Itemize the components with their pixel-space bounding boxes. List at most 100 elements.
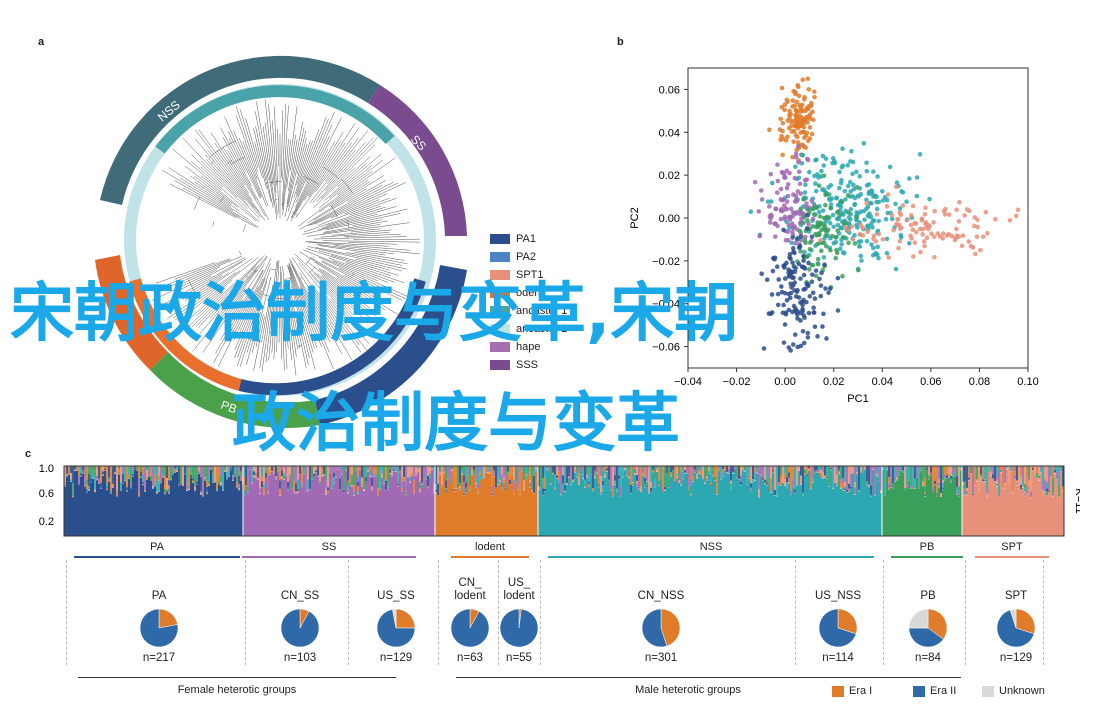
admix-bar (688, 466, 690, 482)
scatter-point (864, 168, 870, 174)
admix-bar (688, 481, 690, 486)
admix-bar (578, 473, 580, 478)
scatter-point (857, 244, 863, 249)
admix-bar (616, 487, 618, 490)
admix-bar (814, 470, 816, 473)
admix-bar (922, 486, 924, 536)
scatter-point (756, 209, 762, 214)
admix-bar (481, 466, 483, 475)
admix-bar (190, 477, 192, 536)
admix-bar (497, 480, 499, 485)
admix-bar (636, 486, 638, 536)
admix-bar (401, 466, 403, 477)
scatter-point (887, 164, 893, 170)
admix-bar (842, 466, 844, 479)
scatter-point (798, 237, 804, 243)
pie-sample-count: n=63 (457, 652, 483, 664)
admix-bar (200, 466, 202, 478)
admix-bar (162, 476, 164, 478)
admix-bar (160, 482, 162, 484)
admix-bar (548, 470, 550, 471)
admix-bar (210, 466, 212, 469)
admix-bar (914, 487, 916, 488)
scatter-point (796, 261, 802, 267)
admix-bar (768, 485, 770, 536)
admix-bar (92, 466, 94, 471)
admix-bar (742, 468, 744, 470)
scatter-point (932, 254, 937, 260)
admix-bar (146, 479, 148, 536)
admix-bar (206, 480, 208, 487)
admix-bar (658, 480, 660, 484)
admix-bar (886, 467, 888, 470)
admix-bar (930, 474, 932, 476)
admix-bar (828, 466, 830, 487)
era-swatch (913, 685, 925, 697)
admix-bar (493, 476, 495, 536)
scatter-point (871, 245, 876, 251)
scatter-point (817, 214, 823, 219)
admix-bar (529, 466, 531, 481)
admix-bar (513, 466, 515, 481)
scatter-point (805, 335, 811, 340)
admix-bar (429, 473, 431, 478)
admix-bar (788, 472, 790, 478)
admix-bar (64, 466, 66, 485)
admix-bar (652, 469, 654, 471)
admix-bar (88, 466, 90, 474)
y-tick-label: 0.00 (659, 213, 680, 225)
admix-bar (604, 471, 606, 474)
admix-bar (868, 466, 870, 482)
admix-bar (962, 488, 964, 536)
admix-bar (349, 484, 351, 486)
scatter-point (783, 310, 789, 315)
admix-bar (746, 466, 748, 481)
admix-bar (325, 488, 327, 495)
admix-bar (544, 477, 546, 489)
scatter-point (927, 196, 932, 202)
admix-bar (706, 480, 708, 536)
scatter-point (837, 185, 842, 191)
admix-bar (240, 480, 242, 536)
admix-bar (331, 466, 333, 480)
admix-bar (86, 484, 88, 490)
admix-bar (152, 488, 154, 536)
admix-bar (527, 475, 529, 536)
scatter-point (786, 307, 792, 313)
scatter-point (821, 215, 827, 221)
scatter-point (810, 290, 816, 296)
admix-bar (477, 492, 479, 493)
admix-bar (249, 468, 251, 470)
admix-bar (834, 466, 836, 475)
scatter-point (796, 169, 802, 175)
admix-bar (1038, 477, 1040, 481)
admix-bar (958, 486, 960, 491)
scatter-point (840, 273, 845, 279)
admix-bar (664, 466, 666, 488)
admix-bar (128, 477, 130, 479)
admix-bar (94, 475, 96, 490)
admix-bar (664, 489, 666, 491)
pie-sample-count: n=55 (506, 652, 532, 664)
admix-bar (538, 466, 540, 484)
admix-bar (357, 482, 359, 486)
scatter-point (767, 204, 772, 209)
admix-bar (220, 486, 222, 536)
scatter-point (848, 189, 853, 194)
admix-bar (842, 482, 844, 489)
admix-bar (884, 495, 886, 536)
scatter-point (931, 234, 937, 240)
admix-bar (194, 486, 196, 489)
admix-bar (688, 487, 690, 490)
population-underline (242, 556, 416, 558)
admix-bar (768, 483, 770, 485)
admix-bar (572, 482, 574, 536)
admix-bar (261, 476, 263, 482)
admix-bar (158, 475, 160, 481)
admix-bar (361, 486, 363, 536)
admix-bar (850, 488, 852, 490)
admix-bar (405, 485, 407, 492)
ring-pa (315, 265, 467, 425)
admix-bar (523, 490, 525, 536)
admix-bar (886, 466, 888, 468)
